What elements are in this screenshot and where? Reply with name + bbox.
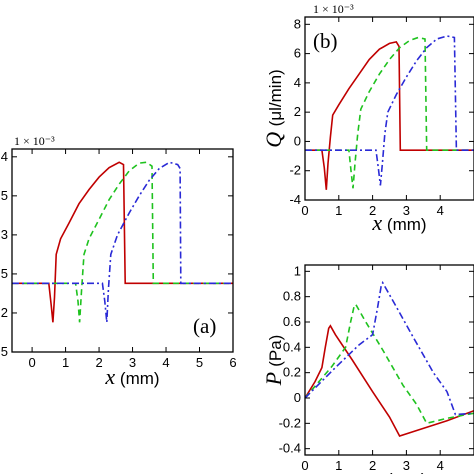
x-tick-label: 2 [95, 355, 102, 370]
chart-panel-1: 0 1 2 3 4 5 6 4 5 3 5 2 5 1 × 10⁻³ (a) x (mm) [1, 134, 237, 389]
y-tick-label: 4 [294, 75, 301, 90]
y-axis-variable: P [261, 367, 286, 387]
series-line-solid [12, 161, 233, 323]
y-tick-label: -4 [289, 192, 301, 207]
y-axis-unit: (Pa) [266, 335, 285, 367]
y-tick-label: 0 [294, 390, 301, 405]
x-tick-label: 3 [403, 203, 410, 218]
series-line-dashdot [12, 161, 233, 323]
panel-label: (a) [193, 314, 216, 338]
y-axis-multiplier: 1 × 10⁻³ [14, 134, 55, 148]
plot-frame [304, 16, 474, 201]
y-tick-label: 5 [1, 266, 8, 281]
y-axis-unit: (μl/min) [266, 69, 285, 126]
x-tick-label: 0 [28, 355, 35, 370]
y-tick-label: 3 [1, 227, 8, 242]
y-tick-label: 0 [294, 133, 301, 148]
series-line-solid [305, 324, 474, 437]
x-axis-label: x (mm) [371, 465, 426, 474]
x-tick-label: 0 [301, 203, 308, 218]
x-tick-label: 1 [335, 203, 342, 218]
x-tick-label: 6 [229, 355, 236, 370]
x-axis-label: x (mm) [371, 210, 426, 235]
y-tick-label: 5 [1, 188, 8, 203]
y-tick-label: -0.2 [279, 415, 301, 430]
x-tick-label: 4 [437, 203, 444, 218]
x-tick-label: 2 [369, 203, 376, 218]
x-tick-label: 1 [62, 355, 69, 370]
y-tick-label: 2 [1, 305, 8, 320]
y-tick-label: 1 [294, 263, 301, 278]
series-line-dashdot [305, 280, 474, 416]
x-tick-label: 5 [196, 355, 203, 370]
x-axis-unit: (mm) [115, 369, 159, 388]
x-tick-label: 4 [437, 458, 444, 473]
series-line-dashed [12, 161, 233, 323]
x-axis-variable: x [104, 364, 115, 389]
series-line-solid [305, 40, 474, 190]
panel-label: (b) [313, 29, 338, 53]
x-axis-unit: (mm) [382, 215, 426, 234]
x-tick-label: 3 [403, 458, 410, 473]
x-tick-label: 3 [129, 355, 136, 370]
y-tick-label: -2 [289, 163, 301, 178]
y-tick-label: 5 [1, 344, 8, 359]
y-axis-multiplier: 1 × 10⁻³ [313, 2, 354, 16]
x-axis-variable: x [371, 465, 382, 474]
plot-frame [11, 148, 234, 353]
y-tick-label: 0.6 [283, 314, 301, 329]
y-axis-label: P (Pa) [261, 335, 286, 387]
y-tick-label: 0.4 [283, 339, 301, 354]
plot-frame [304, 264, 474, 456]
y-tick-label: 4 [1, 149, 8, 164]
chart-panel-3: 0 1 2 3 4 1 0.8 0.6 0.4 0.2 0 -0.2 -0.4 x (mm) P (Pa) [261, 263, 474, 474]
y-tick-label: -0.4 [279, 441, 301, 456]
y-axis-label: Q (μl/min) [261, 69, 286, 147]
x-tick-label: 4 [162, 355, 169, 370]
y-axis-variable: Q [261, 126, 286, 147]
y-tick-label: 0.2 [283, 365, 301, 380]
x-tick-label: 0 [301, 458, 308, 473]
series-line-dashed [305, 36, 474, 189]
x-axis-variable: x [371, 210, 382, 235]
x-axis-unit: (mm) [382, 470, 426, 474]
series-line-dashed [305, 302, 474, 425]
y-tick-label: 2 [294, 104, 301, 119]
y-tick-label: 0.8 [283, 289, 301, 304]
y-tick-label: 6 [294, 46, 301, 61]
x-tick-label: 2 [369, 458, 376, 473]
x-tick-label: 1 [335, 458, 342, 473]
y-tick-label: 8 [294, 16, 301, 31]
x-axis-label: x (mm) [104, 364, 159, 389]
chart-panel-2: 0 1 2 3 4 8 6 4 2 0 -2 -4 1 × 10⁻³ (b) x (mm) Q (μl/min… [261, 2, 474, 235]
